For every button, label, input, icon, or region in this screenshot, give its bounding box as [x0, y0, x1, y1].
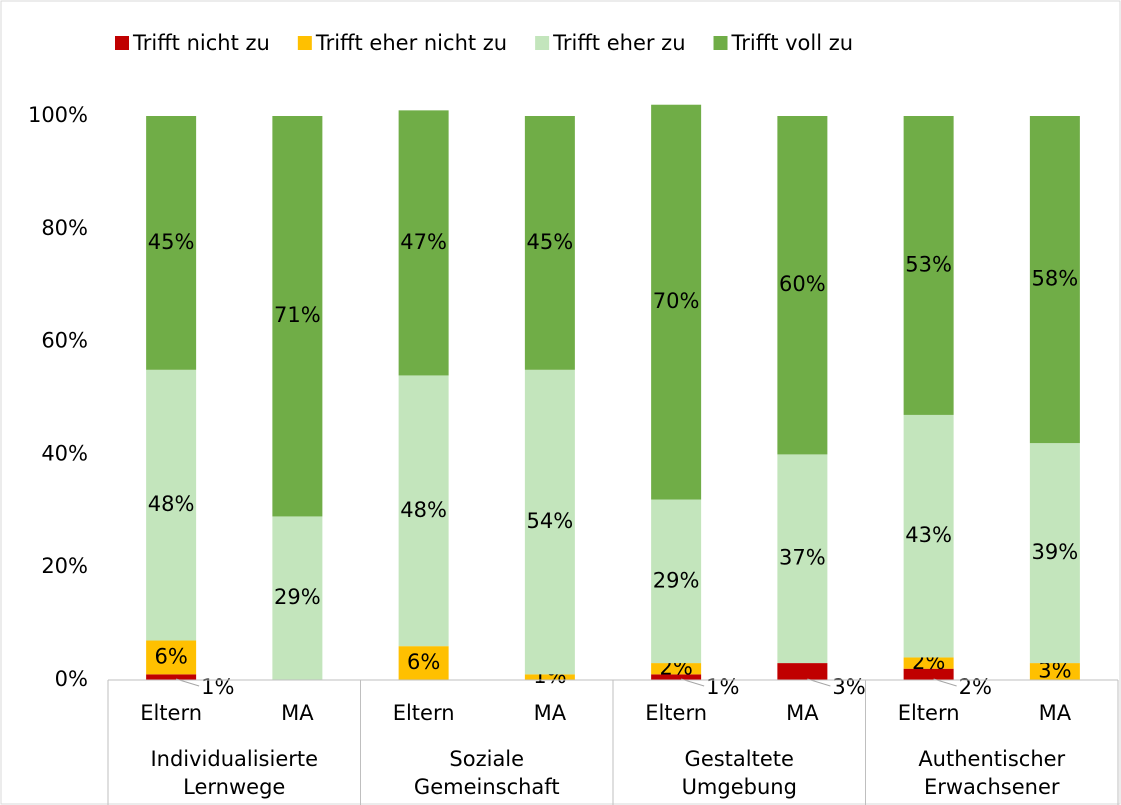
bar-segment: [524, 674, 575, 680]
bar-segment: [651, 104, 702, 500]
bar-segment: [903, 668, 954, 680]
bar-segment: [272, 516, 323, 680]
bar-segment: [398, 110, 449, 376]
bar-segment: [272, 116, 323, 517]
value-label: 54%: [527, 509, 574, 533]
x-tick-label: Eltern: [645, 701, 707, 725]
bar-segment: [903, 414, 954, 658]
value-label: 60%: [779, 272, 826, 296]
bar-segment: [651, 674, 702, 680]
bar-segment: [777, 663, 828, 680]
bar-segment: [524, 369, 575, 675]
bar-segment: [1029, 116, 1080, 444]
bar-segment: [651, 499, 702, 664]
legend-label: Trifft nicht zu: [132, 31, 270, 55]
value-label: 39%: [1032, 540, 1079, 564]
legend-swatch: [713, 36, 728, 50]
legend-label: Trifft voll zu: [731, 31, 854, 55]
value-label: 58%: [1032, 267, 1079, 291]
legend-label: Trifft eher zu: [552, 31, 685, 55]
x-tick-label: MA: [534, 701, 567, 725]
x-tick-label: MA: [281, 701, 314, 725]
value-label: 3%: [832, 675, 865, 699]
value-label: 1%: [201, 675, 234, 699]
value-label: 47%: [400, 230, 447, 254]
legend-swatch: [535, 36, 550, 50]
y-tick-label: 40%: [41, 441, 88, 465]
bar-segment: [146, 674, 197, 680]
y-tick-label: 100%: [28, 103, 88, 127]
bar-segment: [777, 454, 828, 664]
value-label: 71%: [274, 303, 321, 327]
y-tick-label: 60%: [41, 329, 88, 353]
x-tick-label: MA: [1039, 701, 1072, 725]
bar-segment: [1029, 663, 1080, 680]
value-label: 45%: [527, 230, 574, 254]
value-label: 48%: [148, 492, 195, 516]
group-label: Authentischer: [918, 747, 1065, 771]
y-tick-label: 80%: [41, 216, 88, 240]
legend-swatch: [297, 36, 312, 50]
value-label: 45%: [148, 230, 195, 254]
value-label: 70%: [653, 289, 700, 313]
bar-segment: [398, 375, 449, 647]
value-label: 29%: [274, 585, 321, 609]
value-label: 43%: [905, 523, 952, 547]
group-label: Soziale: [449, 747, 524, 771]
group-label: Lernwege: [183, 775, 285, 799]
bar-segment: [777, 116, 828, 455]
group-label: Erwachsener: [924, 775, 1060, 799]
bar-segment: [524, 116, 575, 370]
legend-label: Trifft eher nicht zu: [315, 31, 507, 55]
x-tick-label: Eltern: [393, 701, 455, 725]
group-label: Individualisierte: [150, 747, 318, 771]
bar-segment: [146, 640, 197, 675]
bar-segment: [903, 657, 954, 669]
legend-swatch: [115, 36, 129, 50]
bar-segment: [903, 116, 954, 415]
bar-segment: [146, 369, 197, 641]
value-label: 1%: [706, 675, 739, 699]
value-label: 37%: [779, 546, 826, 570]
bar-segment: [651, 663, 702, 675]
y-tick-label: 0%: [55, 667, 88, 691]
value-label: 2%: [959, 675, 992, 699]
x-tick-label: Eltern: [140, 701, 202, 725]
value-label: 48%: [400, 498, 447, 522]
x-tick-label: MA: [786, 701, 819, 725]
group-label: Gemeinschaft: [414, 775, 560, 799]
value-label: 29%: [653, 568, 700, 592]
bar-segment: [398, 646, 449, 680]
x-tick-label: Eltern: [898, 701, 960, 725]
y-tick-label: 20%: [41, 554, 88, 578]
group-label: Umgebung: [682, 775, 797, 799]
value-label: 6%: [154, 644, 187, 668]
bar-segment: [1029, 443, 1080, 664]
value-label: 6%: [407, 650, 440, 674]
value-label: 53%: [905, 252, 952, 276]
bar-segment: [146, 116, 197, 370]
group-label: Gestaltete: [685, 747, 794, 771]
